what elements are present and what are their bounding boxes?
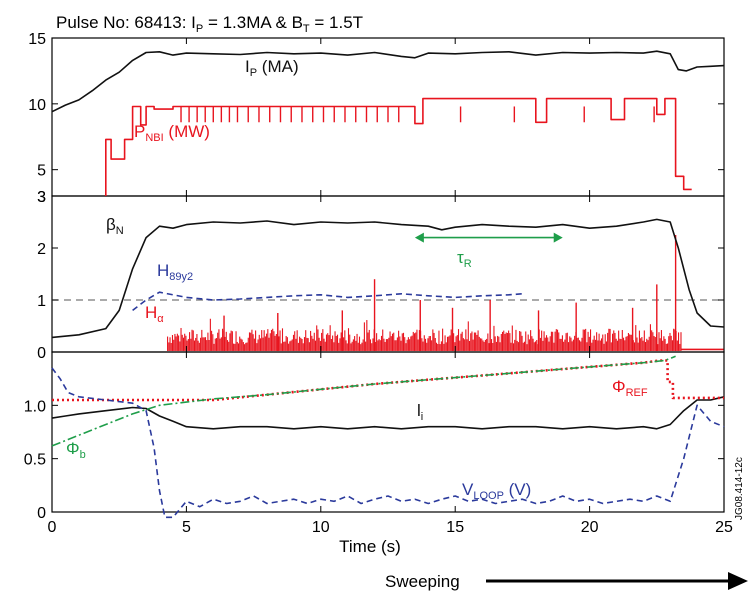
h89-label: H89y2: [157, 261, 193, 283]
pnbi-label-main: P: [134, 122, 145, 141]
title-part-2: = 1.3MA & B: [203, 13, 303, 32]
y-tick-label: 3: [37, 189, 46, 206]
x-tick-label: 0: [48, 519, 57, 536]
side-id-label: JG08.414-12c: [734, 457, 745, 520]
sweeping-arrow: [486, 572, 748, 590]
chart-title: Pulse No: 68413: IP = 1.3MA & BT = 1.5T: [56, 13, 363, 35]
halpha-label-sub: α: [157, 313, 164, 325]
vloop-label: VLOOP (V): [462, 480, 531, 502]
h89-label-sub: 89y2: [169, 271, 193, 283]
h89-label-main: H: [157, 261, 169, 280]
y-tick-label: 1.0: [24, 398, 46, 415]
tauR-arrow-left: [414, 232, 424, 243]
betaN-label-sub: N: [116, 225, 124, 237]
series-h89: [132, 291, 523, 312]
x-axis-label: Time (s): [339, 537, 401, 556]
panel-frames: [51, 37, 725, 513]
y-tick-label: 0: [37, 345, 46, 362]
sweeping-label: Sweeping: [385, 572, 460, 591]
x-tick-label: 10: [312, 519, 330, 536]
y-tick-label: 5: [37, 163, 46, 180]
title-sub-t: T: [303, 23, 310, 35]
tauR-label-sub: R: [464, 258, 472, 270]
betaN-label-main: β: [106, 215, 116, 234]
x-tick-label: 5: [182, 519, 191, 536]
ip-label-main: I: [245, 57, 250, 76]
series-pnbi: [105, 97, 692, 196]
tauR-label-main: τ: [457, 248, 464, 267]
vloop-label-main: V: [462, 480, 474, 499]
phiref-label: ΦREF: [612, 377, 648, 399]
panel-frame-2: [51, 195, 725, 353]
halpha-label: Hα: [145, 303, 164, 325]
y-tick-label: 0.5: [24, 452, 46, 469]
title-part-3: = 1.5T: [310, 13, 363, 32]
halpha-label-main: H: [145, 303, 157, 322]
series-phib: [51, 355, 676, 447]
li-label: li: [417, 401, 423, 423]
x-tick-label: 20: [581, 519, 599, 536]
pnbi-label-tail: (MW): [164, 122, 210, 141]
phib-label-main: Φ: [66, 439, 80, 458]
vloop-label-sub: LOOP: [473, 490, 504, 502]
y-tick-label: 3: [37, 189, 46, 206]
series-betaN: [51, 218, 725, 339]
pnbi-label: PNBI (MW): [134, 122, 210, 144]
betaN-label: βN: [106, 215, 124, 237]
x-tick-label: 25: [715, 519, 733, 536]
title-sub-p: P: [196, 23, 203, 35]
tauR-label: τR: [457, 248, 472, 270]
series-ip: [51, 50, 725, 113]
series-li: [51, 396, 725, 430]
ip-label-sub: P: [250, 67, 257, 79]
phiref-label-sub: REF: [626, 387, 648, 399]
pnbi-label-sub: NBI: [145, 132, 163, 144]
y-tick-label: 15: [28, 31, 46, 48]
vloop-label-tail: (V): [504, 480, 531, 499]
ip-label: IP (MA): [245, 57, 299, 79]
y-tick-label: 1: [37, 293, 46, 310]
panel-frame-3: [51, 351, 725, 513]
x-tick-label: 15: [446, 519, 464, 536]
phib-label-sub: b: [80, 449, 86, 461]
y-tick-label: 10: [28, 97, 46, 114]
tauR-arrow-right: [553, 232, 563, 243]
series-vloop: [51, 367, 725, 519]
ip-label-tail: (MA): [257, 57, 299, 76]
title-part-1: Pulse No: 68413: I: [56, 13, 196, 32]
y-tick-label: 0: [37, 505, 46, 522]
li-label-main: l: [417, 401, 421, 420]
phiref-label-main: Φ: [612, 377, 626, 396]
series-layer: [51, 50, 725, 519]
phib-label: Φb: [66, 439, 86, 461]
y-tick-label: 2: [37, 241, 46, 258]
li-label-sub: i: [421, 411, 423, 423]
